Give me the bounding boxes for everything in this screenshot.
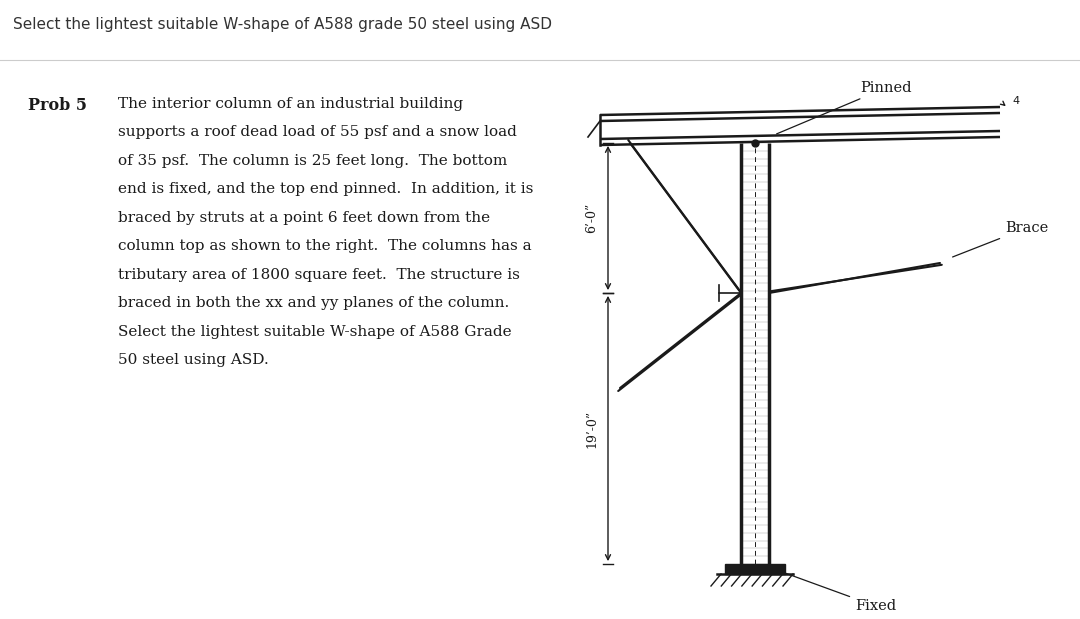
Text: tributary area of 1800 square feet.  The structure is: tributary area of 1800 square feet. The … [118,268,519,282]
Text: supports a roof dead load of 55 psf and a snow load: supports a roof dead load of 55 psf and … [118,126,517,139]
Text: 4: 4 [1012,96,1020,106]
Bar [725,564,785,574]
Text: braced in both the xx and yy planes of the column.: braced in both the xx and yy planes of t… [118,297,510,311]
Text: end is fixed, and the top end pinned.  In addition, it is: end is fixed, and the top end pinned. In… [118,183,534,196]
Text: column top as shown to the right.  The columns has a: column top as shown to the right. The co… [118,240,531,254]
Text: Select the lightest suitable W-shape of A588 grade 50 steel using ASD: Select the lightest suitable W-shape of … [13,17,552,32]
Text: 6’-0”: 6’-0” [585,203,598,233]
Text: Prob 5: Prob 5 [28,97,87,114]
Text: 19’-0”: 19’-0” [585,409,598,448]
Text: of 35 psf.  The column is 25 feet long.  The bottom: of 35 psf. The column is 25 feet long. T… [118,154,508,168]
Text: Select the lightest suitable W-shape of A588 Grade: Select the lightest suitable W-shape of … [118,325,512,339]
Text: The interior column of an industrial building: The interior column of an industrial bui… [118,97,463,111]
Text: 50 steel using ASD.: 50 steel using ASD. [118,353,269,368]
Text: Brace: Brace [953,221,1049,257]
Text: Fixed: Fixed [777,570,896,613]
Text: Pinned: Pinned [777,81,912,134]
Text: braced by struts at a point 6 feet down from the: braced by struts at a point 6 feet down … [118,211,490,225]
